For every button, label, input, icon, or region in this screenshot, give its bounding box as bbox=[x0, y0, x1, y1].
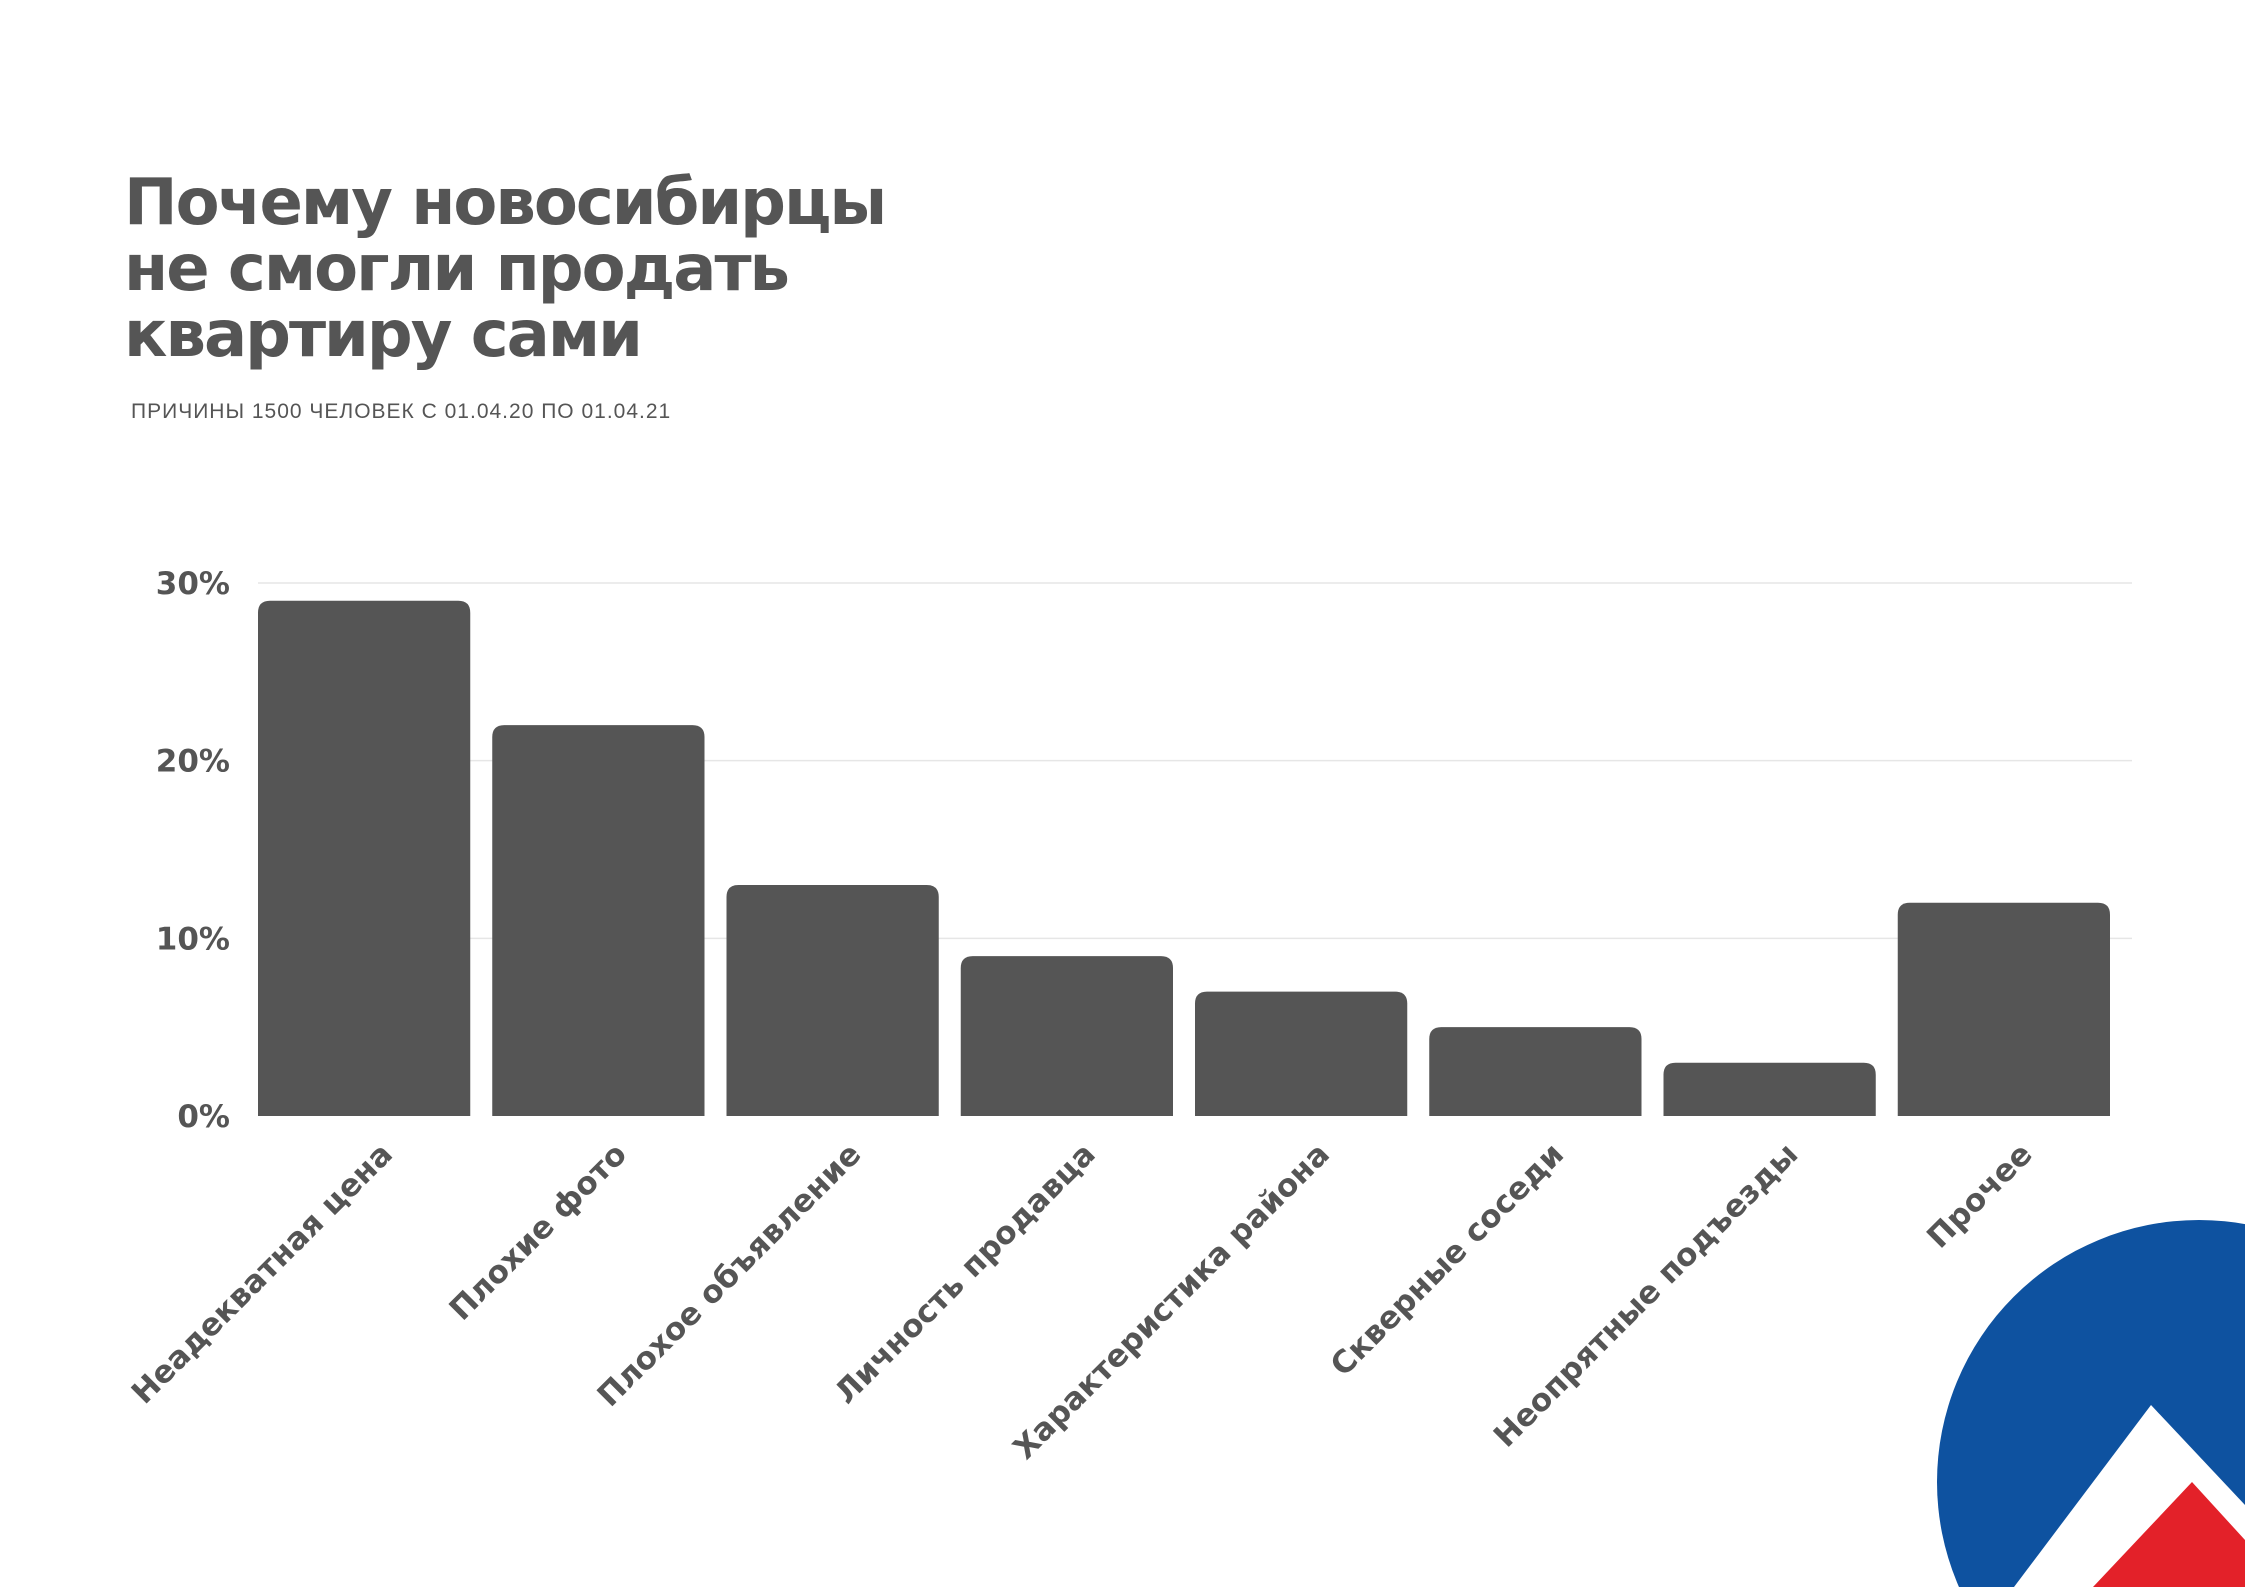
chart-subtitle: ПРИЧИНЫ 1500 ЧЕЛОВЕК С 01.04.20 ПО 01.04… bbox=[131, 400, 672, 423]
logo-red-roof bbox=[2093, 1482, 2245, 1587]
title-line: не смогли продать bbox=[124, 232, 790, 306]
bar bbox=[1663, 1062, 1876, 1116]
bar bbox=[492, 725, 705, 1116]
title-line: Почему новосибирцы bbox=[124, 166, 887, 240]
bar bbox=[1195, 991, 1408, 1116]
bar bbox=[1429, 1027, 1642, 1116]
y-tick-label: 20% bbox=[156, 744, 230, 780]
y-tick-label: 30% bbox=[156, 566, 230, 602]
bar bbox=[960, 956, 1173, 1116]
title-line: квартиру сами bbox=[124, 298, 643, 372]
y-tick-label: 0% bbox=[177, 1099, 230, 1135]
y-tick-label: 10% bbox=[156, 921, 230, 957]
bar bbox=[258, 600, 471, 1116]
bar bbox=[1897, 902, 2110, 1116]
bar bbox=[726, 885, 939, 1116]
chart-title: Почему новосибирцы не смогли продать ква… bbox=[124, 170, 1224, 368]
